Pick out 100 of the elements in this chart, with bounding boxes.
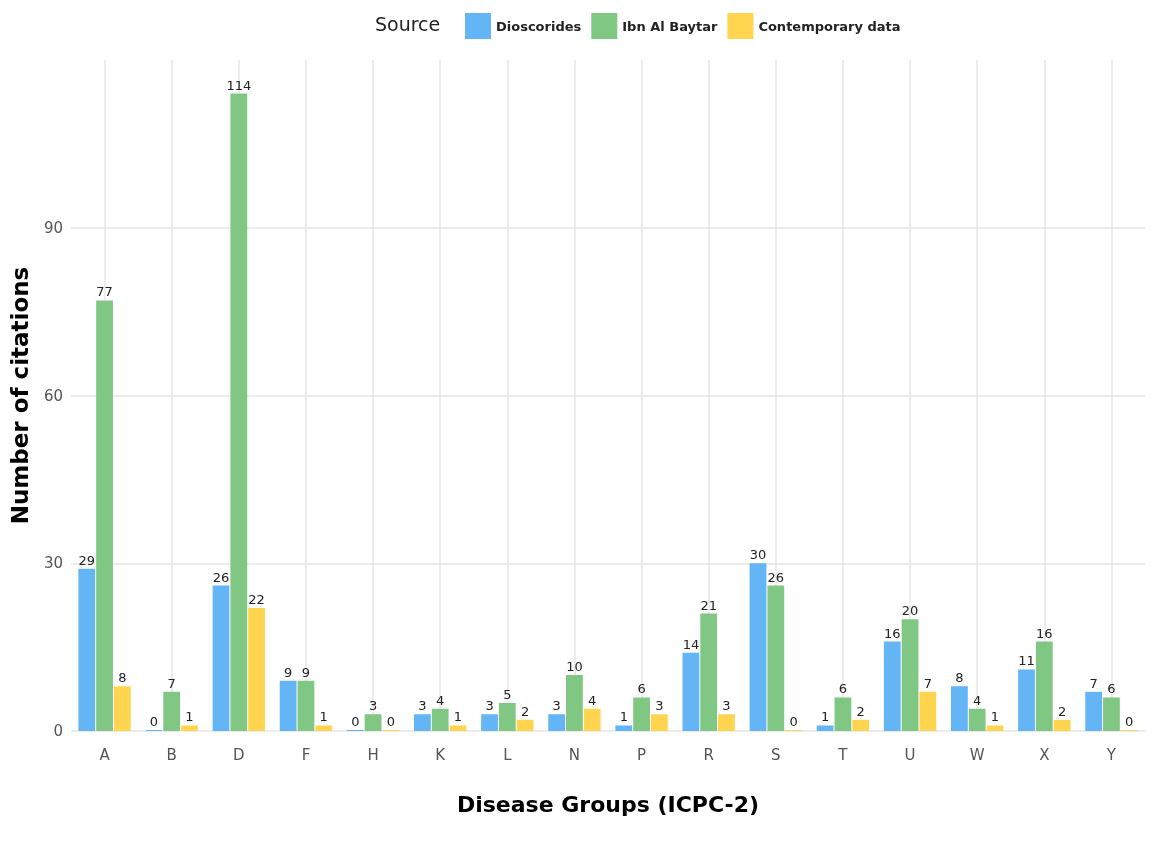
data-label: 10 <box>566 659 583 675</box>
y-axis-title: Number of citations <box>6 266 33 525</box>
bar <box>1103 697 1120 731</box>
data-label: 6 <box>1107 681 1116 697</box>
data-label: 0 <box>149 714 159 729</box>
data-label: 16 <box>884 625 901 641</box>
bar <box>113 686 131 731</box>
data-label: 2 <box>1057 703 1067 719</box>
data-label: 3 <box>418 698 427 714</box>
data-label: 30 <box>749 547 767 563</box>
y-tick-label: 0 <box>53 722 63 740</box>
data-label: 77 <box>96 284 113 300</box>
bar <box>883 641 901 731</box>
data-label: 21 <box>700 597 717 613</box>
bar <box>516 719 534 731</box>
data-label: 114 <box>226 77 252 93</box>
data-label: 1 <box>185 709 194 725</box>
bar <box>816 725 834 731</box>
data-label: 0 <box>1125 714 1134 729</box>
data-label: 3 <box>485 698 494 714</box>
bar <box>498 703 516 731</box>
bar <box>834 697 852 731</box>
bar <box>901 619 919 731</box>
bar <box>700 613 718 731</box>
data-label: 3 <box>368 698 378 714</box>
bar <box>1053 719 1071 731</box>
data-label: 0 <box>789 714 798 729</box>
y-tick-label: 90 <box>43 218 63 237</box>
bar <box>212 585 230 731</box>
x-tick-label: L <box>503 745 513 764</box>
bar <box>650 714 668 731</box>
data-label: 4 <box>973 692 982 708</box>
bar <box>297 680 315 731</box>
bar <box>615 725 633 731</box>
bar <box>315 725 333 731</box>
data-label: 5 <box>503 687 512 703</box>
bar <box>364 714 382 731</box>
bar <box>1018 669 1035 731</box>
data-label: 20 <box>901 603 919 619</box>
legend-label: Ibn Al Baytar <box>622 18 718 34</box>
data-label: 6 <box>637 681 646 697</box>
data-label: 3 <box>655 698 664 714</box>
x-tick-label: R <box>703 745 714 764</box>
x-tick-label: X <box>1039 745 1050 764</box>
legend-label: Contemporary data <box>758 18 901 34</box>
data-label: 0 <box>386 714 395 729</box>
x-tick-label: F <box>301 745 311 764</box>
data-label: 7 <box>1089 675 1098 691</box>
data-label: 16 <box>1036 625 1053 641</box>
bar <box>414 714 431 731</box>
y-tick-label: 60 <box>43 386 63 405</box>
legend-label: Dioscorides <box>496 18 582 34</box>
bar <box>1085 691 1103 731</box>
bar <box>852 719 870 731</box>
bar <box>449 725 467 731</box>
bar <box>548 714 566 731</box>
data-label: 6 <box>838 681 848 697</box>
x-tick-label: P <box>637 745 647 764</box>
data-label: 22 <box>248 591 265 607</box>
data-label: 14 <box>682 636 700 652</box>
bar <box>767 585 785 731</box>
x-tick-label: N <box>568 745 581 764</box>
x-tick-label: D <box>233 745 245 764</box>
bar <box>968 708 986 731</box>
bar <box>279 680 297 731</box>
x-tick-label: W <box>969 745 985 764</box>
data-label: 7 <box>923 675 932 691</box>
x-tick-label: B <box>166 745 177 764</box>
data-label: 26 <box>767 569 785 585</box>
data-label: 0 <box>351 714 360 729</box>
x-tick-label: A <box>99 745 111 764</box>
data-label: 26 <box>212 569 230 585</box>
bar <box>718 714 735 731</box>
data-label: 1 <box>319 709 328 725</box>
data-label: 4 <box>588 692 597 708</box>
data-label: 9 <box>301 664 311 680</box>
bar <box>163 691 181 731</box>
bar <box>583 708 601 731</box>
data-label: 9 <box>284 664 293 680</box>
data-label: 2 <box>856 703 865 719</box>
x-axis-title: Disease Groups (ICPC-2) <box>456 791 760 817</box>
bar <box>230 93 248 731</box>
bar <box>749 563 767 731</box>
data-label: 1 <box>821 709 830 725</box>
data-label: 8 <box>955 670 964 686</box>
data-label: 3 <box>722 698 731 714</box>
bar <box>181 725 198 731</box>
data-label: 7 <box>167 675 176 691</box>
data-label: 1 <box>453 709 463 725</box>
bar <box>951 686 968 731</box>
data-label: 29 <box>78 552 96 568</box>
x-tick-label: U <box>904 745 916 764</box>
x-tick-label: T <box>837 745 849 764</box>
data-label: 1 <box>990 709 1000 725</box>
x-tick-label: S <box>771 745 781 764</box>
bar <box>431 708 449 731</box>
bar <box>986 725 1004 731</box>
bar <box>96 300 113 731</box>
bar <box>248 607 265 731</box>
data-label: 4 <box>436 692 445 708</box>
